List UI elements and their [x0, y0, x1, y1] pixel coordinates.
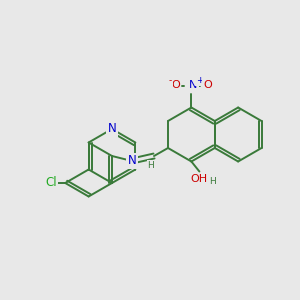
- Text: N: N: [189, 80, 198, 91]
- Text: N: N: [128, 154, 136, 167]
- Text: H: H: [148, 160, 154, 169]
- Text: +: +: [196, 76, 203, 85]
- Text: OH: OH: [191, 175, 208, 184]
- Text: -: -: [169, 76, 172, 85]
- Text: Cl: Cl: [45, 176, 57, 190]
- Text: O: O: [203, 80, 212, 91]
- Text: H: H: [209, 177, 216, 186]
- Text: N: N: [108, 122, 116, 136]
- Text: O: O: [171, 80, 180, 91]
